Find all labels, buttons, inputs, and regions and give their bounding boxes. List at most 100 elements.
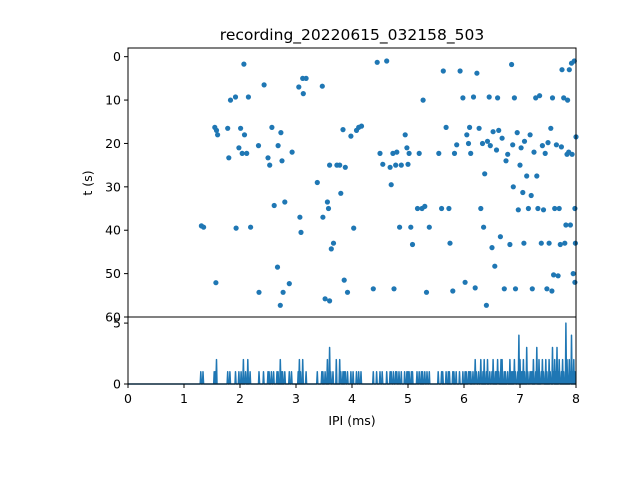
raster-point — [370, 286, 376, 292]
raster-point — [440, 68, 446, 74]
raster-point — [544, 286, 550, 292]
raster-point — [414, 205, 421, 212]
raster-point — [324, 199, 330, 205]
raster-point — [271, 202, 277, 209]
raster-point — [447, 240, 453, 246]
raster-point — [493, 147, 500, 153]
raster-point — [320, 214, 326, 220]
raster-point — [483, 302, 489, 308]
raster-point — [450, 288, 456, 294]
raster-point — [236, 145, 242, 151]
raster-point — [325, 205, 332, 212]
raster-point — [533, 95, 539, 101]
raster-point — [487, 143, 493, 149]
raster-point — [467, 124, 473, 130]
raster-point — [244, 150, 250, 156]
raster-point — [464, 132, 470, 138]
raster-point — [551, 272, 557, 278]
raster-y-tick-label: 20 — [105, 136, 121, 151]
raster-point — [340, 127, 346, 133]
raster-point — [296, 84, 302, 90]
raster-point — [248, 224, 254, 230]
raster-point — [539, 143, 546, 149]
raster-point — [337, 162, 343, 168]
raster-point — [289, 149, 295, 155]
raster-point — [238, 125, 244, 131]
raster-point — [478, 205, 484, 212]
histogram-x-tick-label: 3 — [292, 391, 300, 406]
raster-point — [511, 95, 517, 101]
raster-point — [384, 58, 390, 64]
raster-point — [515, 207, 521, 213]
raster-point — [468, 150, 474, 156]
raster-point — [280, 289, 286, 295]
raster-point — [303, 75, 309, 81]
raster-point — [495, 95, 501, 101]
raster-point — [241, 132, 248, 138]
raster-point — [342, 164, 348, 170]
raster-point — [436, 150, 442, 156]
raster-point — [531, 149, 537, 155]
raster-point — [572, 240, 579, 246]
raster-point — [256, 289, 262, 295]
raster-point — [558, 144, 565, 150]
raster-point — [454, 142, 460, 148]
raster-point — [351, 225, 357, 231]
raster-point — [569, 151, 575, 157]
raster-point — [451, 150, 458, 156]
raster-point — [566, 67, 572, 73]
raster-point — [517, 162, 523, 168]
raster-point — [556, 205, 562, 212]
raster-point — [545, 140, 551, 146]
raster-y-tick-label: 50 — [105, 266, 121, 281]
raster-point — [457, 68, 463, 74]
raster-point — [561, 95, 567, 101]
raster-point — [213, 280, 219, 286]
raster-point — [542, 150, 548, 156]
raster-point — [549, 288, 555, 294]
raster-y-tick-label: 10 — [105, 93, 121, 108]
raster-point — [319, 83, 325, 89]
raster-point — [393, 162, 399, 168]
raster-point — [472, 285, 478, 291]
histogram-x-tick-label: 0 — [124, 391, 132, 406]
raster-point — [387, 164, 393, 170]
raster-point — [269, 124, 275, 130]
raster-point — [344, 289, 351, 295]
raster-point — [443, 124, 449, 130]
raster-point — [298, 229, 304, 235]
raster-point — [297, 214, 303, 220]
raster-point — [439, 205, 445, 212]
raster-point — [524, 173, 530, 179]
raster-point — [394, 149, 400, 155]
histogram-x-tick-label: 8 — [572, 391, 580, 406]
histogram-y-tick-label: 0 — [113, 377, 121, 392]
raster-panel: 0 10 20 30 40 50 60 t (s) — [80, 47, 579, 325]
raster-point — [446, 205, 452, 212]
raster-point — [520, 189, 526, 196]
histogram-x-ticks: 0 1 2 3 4 5 6 7 8 — [124, 384, 580, 406]
raster-y-tick-label: 0 — [113, 49, 121, 64]
raster-point — [416, 150, 422, 156]
raster-point — [570, 271, 576, 277]
raster-point — [535, 205, 541, 212]
raster-point — [406, 150, 412, 156]
raster-point — [348, 133, 354, 139]
raster-point — [391, 286, 397, 292]
raster-point — [388, 182, 394, 188]
raster-point — [405, 161, 411, 167]
raster-point — [505, 151, 511, 157]
raster-point — [497, 234, 503, 240]
raster-point — [572, 205, 578, 212]
raster-y-tick-label: 30 — [105, 179, 121, 194]
raster-point — [465, 140, 472, 147]
raster-point — [245, 94, 251, 100]
raster-point — [521, 240, 527, 246]
raster-point — [201, 224, 207, 230]
raster-point — [274, 264, 281, 270]
raster-point — [215, 132, 221, 138]
histogram-y-tick-label: 5 — [113, 316, 121, 331]
raster-point — [489, 245, 495, 251]
